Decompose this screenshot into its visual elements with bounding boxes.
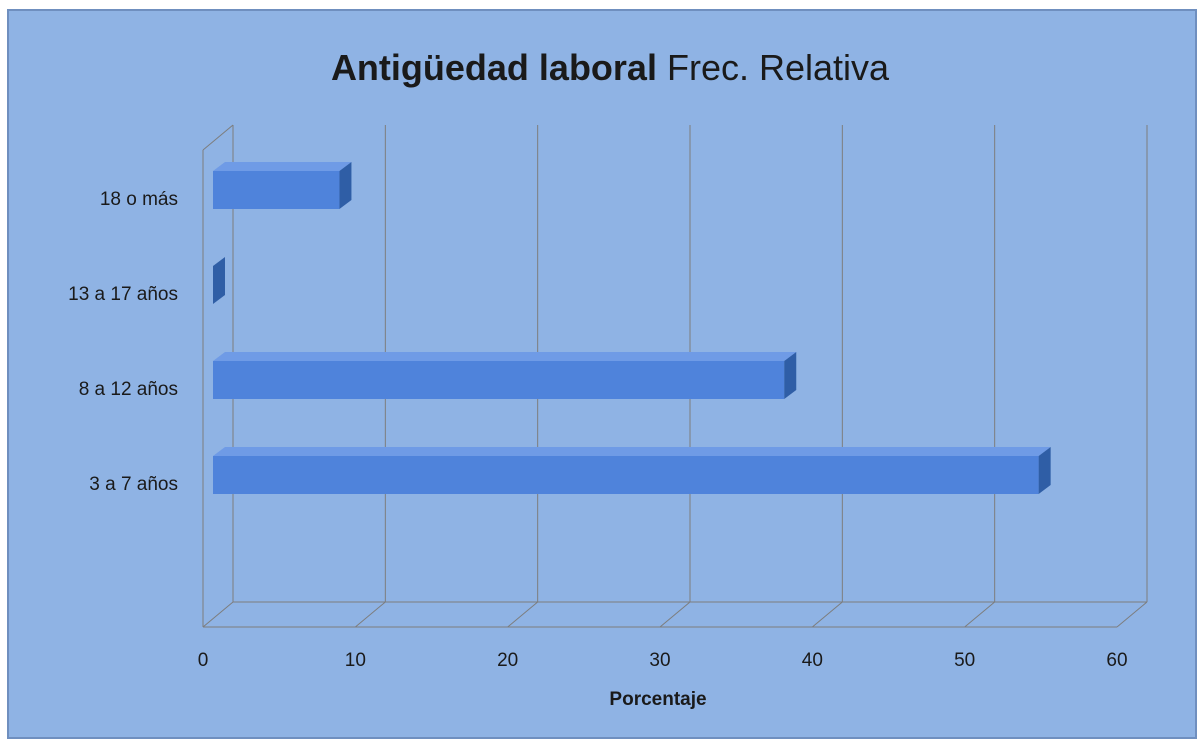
x-tick-label: 60 <box>1106 650 1127 671</box>
wall-edge <box>202 124 234 151</box>
x-tick-label: 0 <box>198 650 209 671</box>
bar-side <box>1038 447 1051 494</box>
y-tick-label: 8 a 12 años <box>79 379 178 400</box>
y-tick-label: 3 a 7 años <box>89 474 178 495</box>
bar-front <box>213 456 1039 494</box>
bar-top <box>213 162 352 171</box>
floor-grid-line <box>1116 601 1148 628</box>
floor-grid-line <box>355 601 386 628</box>
bar-side <box>213 257 225 304</box>
bar-top <box>213 447 1051 456</box>
floor-grid-line <box>659 601 691 628</box>
bar <box>213 447 1051 494</box>
x-tick-label: 20 <box>497 650 518 671</box>
title-main: Antigüedad laboral <box>331 47 657 88</box>
bar <box>213 257 225 304</box>
y-tick-label: 13 a 17 años <box>68 284 178 305</box>
x-tick-label: 30 <box>649 650 670 671</box>
x-tick-label: 50 <box>954 650 975 671</box>
x-tick-label: 10 <box>345 650 366 671</box>
x-tick-label: 40 <box>802 650 823 671</box>
chart-title: Antigüedad laboral Frec. Relativa <box>331 47 890 88</box>
bar-side <box>339 162 352 209</box>
floor-grid-line <box>507 601 538 628</box>
bar-side <box>784 352 797 399</box>
y-tick-label: 18 o más <box>100 189 178 210</box>
floor-grid-line <box>964 601 995 628</box>
bar-front <box>213 171 340 209</box>
floor-grid-line <box>202 601 234 628</box>
bar <box>213 352 797 399</box>
x-axis-label: Porcentaje <box>609 689 706 710</box>
bar <box>213 162 352 209</box>
floor-grid-line <box>812 601 843 628</box>
title-sub: Frec. Relativa <box>667 47 890 88</box>
bar-top <box>213 352 797 361</box>
bar-front <box>213 361 785 399</box>
